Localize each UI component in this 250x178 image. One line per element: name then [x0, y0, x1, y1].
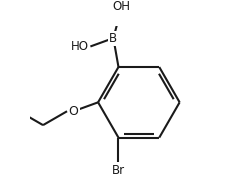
Text: HO: HO [71, 40, 89, 53]
Text: Br: Br [112, 164, 125, 177]
Text: OH: OH [112, 0, 130, 13]
Text: O: O [69, 105, 78, 118]
Text: B: B [109, 32, 118, 45]
